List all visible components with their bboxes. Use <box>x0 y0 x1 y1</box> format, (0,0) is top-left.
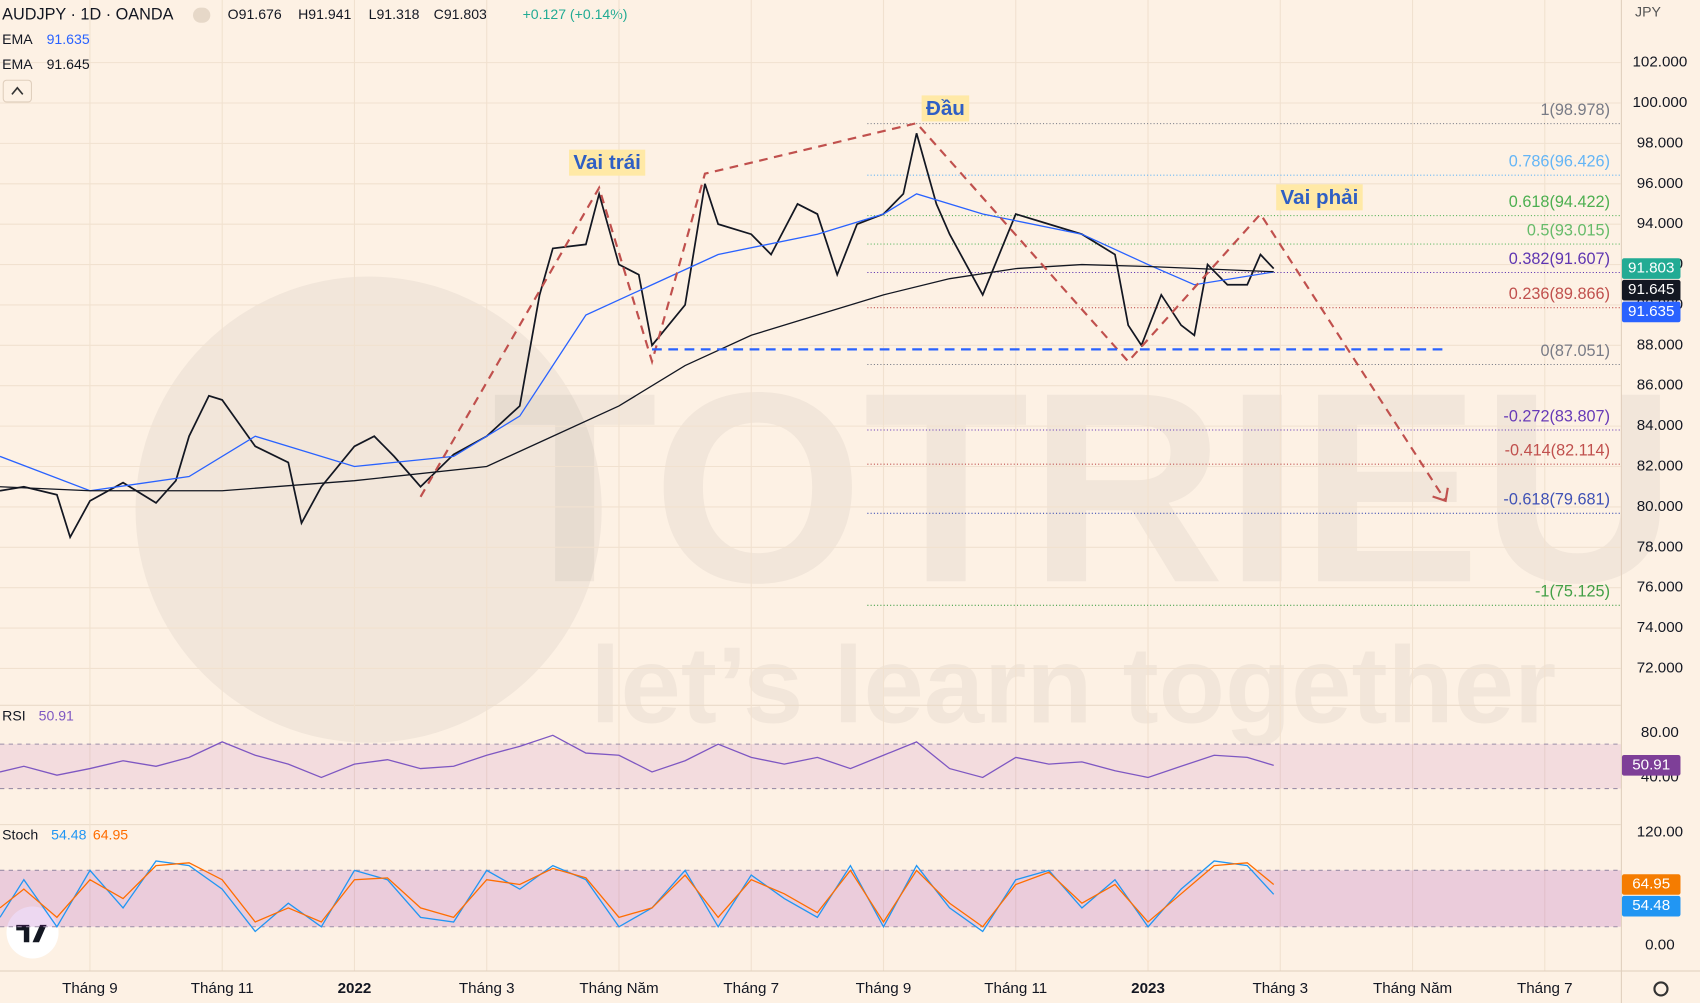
band-fill <box>0 744 1621 789</box>
tradingview-logo[interactable] <box>6 906 59 959</box>
symbol-title: AUDJPY · 1D · OANDA <box>2 5 173 23</box>
annotation: Vai trái <box>573 151 641 174</box>
price-tag <box>1621 301 1681 323</box>
y-tick-label: 98.000 <box>1637 134 1683 151</box>
pattern-line <box>419 121 1447 502</box>
series-line <box>0 860 1275 933</box>
y-tick-label: 0.00 <box>1645 937 1674 954</box>
annotation-bg <box>921 95 970 122</box>
y-tick-label: 80.00 <box>1641 724 1679 741</box>
x-tick-label: Tháng 3 <box>459 980 515 997</box>
fib-label: 0.236(89.866) <box>1509 285 1610 303</box>
fib-label: -0.272(83.807) <box>1503 407 1610 425</box>
band-fill <box>0 870 1621 927</box>
price-tag <box>1621 258 1681 279</box>
fib-label: 0.382(91.607) <box>1509 250 1610 268</box>
price-tag <box>1621 874 1681 895</box>
x-tick-label: 2023 <box>1131 980 1165 997</box>
fib-label: 0.5(93.015) <box>1527 221 1610 239</box>
fib-label: 0(87.051) <box>1540 342 1610 360</box>
x-tick-label: Tháng 7 <box>723 980 779 997</box>
y-tick-label: 72.000 <box>1637 659 1683 676</box>
fib-label: -0.414(82.114) <box>1505 441 1610 459</box>
annotation: Vai phải <box>1281 186 1359 209</box>
indicator-title: Stoch <box>2 827 38 843</box>
y-tick-label: 78.000 <box>1637 538 1683 555</box>
y-tick-label: 76.000 <box>1637 579 1683 596</box>
watermark: TOTRIEU let’s learn together <box>135 276 1677 746</box>
price-tag <box>1621 755 1681 776</box>
pattern-arrow <box>1432 487 1449 503</box>
ohlc-open: O91.676 <box>228 6 282 22</box>
price-tag <box>1621 895 1681 917</box>
legend-name: EMA <box>2 31 33 47</box>
watermark-text: TOTRIEU <box>492 337 1677 639</box>
y-tick-label: 120.00 <box>1637 824 1683 841</box>
legend-value: 54.48 <box>51 827 86 843</box>
ohlc-change: +0.127 (+0.14%) <box>523 6 628 22</box>
y-tick-label: 82.000 <box>1637 458 1683 475</box>
x-tick-label: Tháng 7 <box>1517 980 1573 997</box>
annotation-bg <box>1276 184 1363 211</box>
indicator-title: RSI <box>2 707 25 723</box>
settings-button[interactable] <box>1653 981 1669 997</box>
y-tick-label: 100.000 <box>1632 94 1687 111</box>
x-tick-label: Tháng Năm <box>579 980 658 997</box>
price-tag-label: 91.635 <box>1628 303 1674 320</box>
price-tag-label: 54.48 <box>1632 897 1670 914</box>
series-line <box>0 734 1274 779</box>
fib-label: -0.618(79.681) <box>1503 491 1610 509</box>
y-tick-label: 84.000 <box>1637 417 1683 434</box>
y-tick-label: 80.000 <box>1637 498 1683 515</box>
fib-label: 1(98.978) <box>1540 101 1610 119</box>
x-tick-label: Tháng 11 <box>191 980 254 997</box>
x-tick-label: Tháng 3 <box>1252 980 1308 997</box>
collapse-icon <box>11 86 24 95</box>
y-tick-label: 74.000 <box>1637 619 1683 636</box>
collapse-button[interactable] <box>2 79 32 103</box>
series-line <box>0 193 1274 492</box>
price-tag <box>1621 279 1681 301</box>
x-tick-label: Tháng 9 <box>62 980 118 997</box>
annotation: Đầu <box>926 97 965 120</box>
legend-value: 91.645 <box>47 56 90 72</box>
watermark-logo <box>135 276 602 743</box>
y-tick-label: 102.000 <box>1632 54 1687 71</box>
legend-value: 91.635 <box>47 31 90 47</box>
legend-value: 50.91 <box>39 707 74 723</box>
series-line <box>0 133 1275 540</box>
legend-value: 64.95 <box>93 827 128 843</box>
y-tick-label: 94.000 <box>1637 215 1683 232</box>
legend-name: EMA <box>2 56 33 72</box>
price-tag-label: 91.645 <box>1628 281 1674 298</box>
watermark-slogan: let’s learn together <box>590 625 1556 746</box>
ohlc-low: L91.318 <box>369 6 420 22</box>
fib-label: -1(75.125) <box>1535 583 1610 601</box>
ohlc-high: H91.941 <box>298 6 351 22</box>
x-tick-label: Tháng 9 <box>856 980 912 997</box>
fib-label: 0.618(94.422) <box>1509 193 1610 211</box>
y-tick-label: 96.000 <box>1637 175 1683 192</box>
price-tag-label: 64.95 <box>1632 875 1670 892</box>
ohlc-close: C91.803 <box>434 6 487 22</box>
visibility-toggle[interactable] <box>192 7 211 23</box>
y-tick-label: 86.000 <box>1637 377 1683 394</box>
currency-label[interactable]: JPY <box>1635 4 1661 20</box>
y-tick-label: 88.000 <box>1637 336 1683 353</box>
logo-mark <box>16 924 47 943</box>
x-tick-label: Tháng 11 <box>984 980 1047 997</box>
x-tick-label: 2022 <box>338 980 372 997</box>
annotation-bg <box>569 149 646 176</box>
price-tag-label: 50.91 <box>1632 756 1670 773</box>
series-line <box>0 862 1275 928</box>
price-tag-label: 91.803 <box>1628 260 1674 277</box>
fib-label: 0.786(96.426) <box>1509 152 1610 170</box>
x-tick-label: Tháng Năm <box>1373 980 1452 997</box>
